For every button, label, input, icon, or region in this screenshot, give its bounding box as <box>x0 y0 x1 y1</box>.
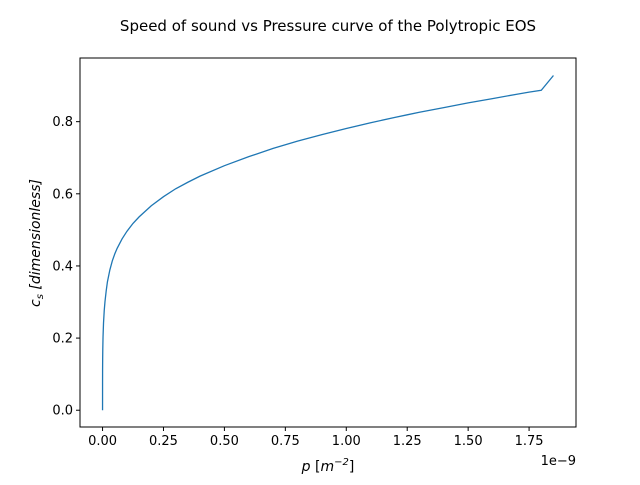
x-offset-text: 1e−9 <box>541 454 576 469</box>
x-axis-label-close: ] <box>349 459 354 475</box>
x-axis-label-var: p <box>301 459 311 475</box>
series-line <box>101 75 554 411</box>
y-tick-label: 0.8 <box>52 115 73 130</box>
y-axis-label-unit: [dimensionless] <box>28 179 44 290</box>
y-axis: 0.0 0.2 0.4 0.6 0.8 <box>52 115 80 419</box>
y-axis-label-sub: s <box>35 294 46 299</box>
x-tick-label: 1.00 <box>332 434 361 449</box>
x-axis-label-unit: m <box>320 459 334 475</box>
y-axis-label-var: c <box>28 299 44 307</box>
chart-title: Speed of sound vs Pressure curve of the … <box>120 17 536 35</box>
y-tick-label: 0.2 <box>52 332 73 347</box>
y-tick-label: 0.6 <box>52 187 73 202</box>
x-tick-label: 1.50 <box>454 434 483 449</box>
x-axis-label: p [m−2] <box>301 457 355 475</box>
x-axis: 0.00 0.25 0.50 0.75 1.00 1.25 1.50 1.75 <box>88 427 544 449</box>
x-tick-label: 0.75 <box>271 434 300 449</box>
y-axis-label: cs [dimensionless] <box>28 179 46 307</box>
x-tick-label: 0.25 <box>149 434 178 449</box>
plot-area <box>79 57 577 428</box>
x-axis-label-exp: −2 <box>334 457 349 468</box>
y-tick-label: 0.0 <box>52 404 73 419</box>
x-axis-label-open: [ <box>315 459 320 475</box>
x-tick-label: 1.75 <box>515 434 544 449</box>
x-tick-label: 1.25 <box>393 434 422 449</box>
x-tick-label: 0.00 <box>88 434 117 449</box>
x-tick-label: 0.50 <box>210 434 239 449</box>
y-tick-label: 0.4 <box>52 259 73 274</box>
